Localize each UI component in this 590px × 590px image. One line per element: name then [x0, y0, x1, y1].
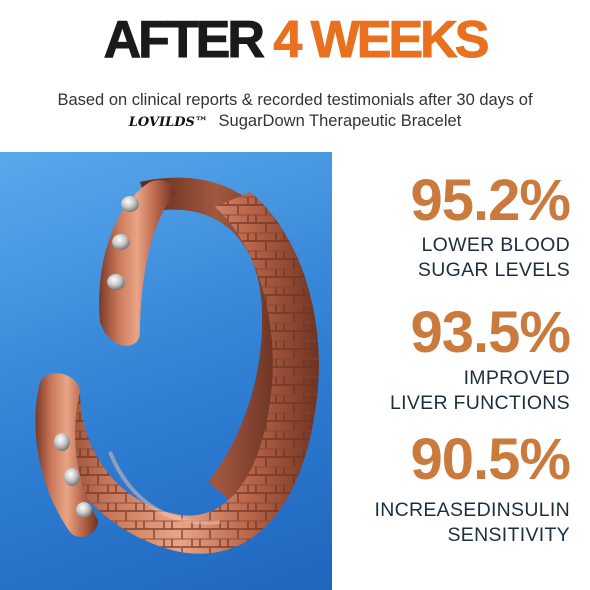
subtitle-line-1: Based on clinical reports & recorded tes…	[57, 91, 533, 109]
stat-value-insulin: 90.5%	[410, 427, 571, 492]
brand-logo: LOVILDS™	[128, 115, 208, 131]
product-photo	[0, 152, 332, 590]
stat-value-liver: 93.5%	[410, 300, 571, 365]
subtitle: Based on clinical reports & recorded tes…	[0, 90, 590, 133]
stat-value-blood-sugar: 95.2%	[410, 168, 571, 233]
stat-label-insulin: INCREASEDINSULIN SENSITIVITY	[310, 498, 570, 548]
headline: AFTER 4 WEEKS	[0, 11, 590, 69]
stat-label-line: IMPROVED	[463, 367, 570, 389]
headline-weeks: 4 WEEKS	[273, 11, 490, 69]
stat-label-line: INCREASEDINSULIN	[374, 499, 570, 521]
subtitle-line-2: LOVILDS™ SugarDown Therapeutic Bracelet	[0, 111, 590, 132]
stat-label-line: LOWER BLOOD	[421, 234, 570, 256]
bracelet-illustration	[35, 177, 319, 554]
stat-label-liver: IMPROVED LIVER FUNCTIONS	[310, 366, 570, 416]
stat-label-line: SUGAR LEVELS	[417, 259, 570, 281]
stat-label-blood-sugar: LOWER BLOOD SUGAR LEVELS	[310, 233, 570, 283]
headline-after: AFTER	[103, 11, 265, 69]
product-name: SugarDown Therapeutic Bracelet	[218, 112, 462, 131]
stat-label-line: SENSITIVITY	[447, 524, 570, 546]
stat-label-line: LIVER FUNCTIONS	[389, 392, 570, 414]
